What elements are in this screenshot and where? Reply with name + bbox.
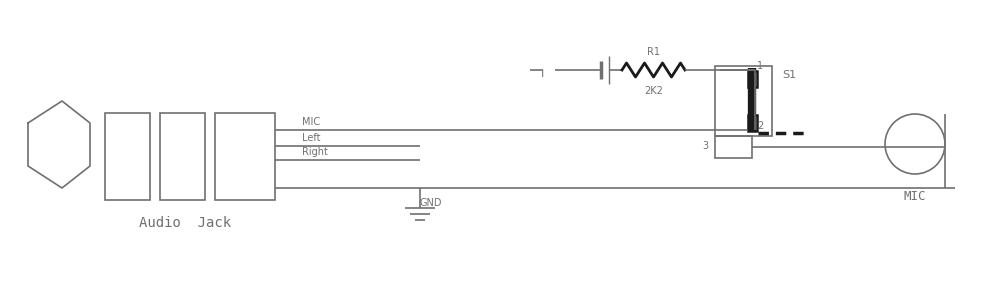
- Text: 1: 1: [757, 61, 763, 71]
- Bar: [748, 115, 757, 131]
- Text: 2: 2: [757, 121, 763, 131]
- Text: R1: R1: [647, 47, 660, 57]
- Bar: [715, 136, 752, 158]
- Bar: [105, 113, 150, 200]
- Text: I: I: [540, 69, 544, 79]
- Text: GND: GND: [420, 198, 442, 208]
- Bar: [748, 71, 757, 87]
- Text: Right: Right: [302, 147, 328, 157]
- Bar: [160, 113, 205, 200]
- Text: MIC: MIC: [904, 190, 926, 203]
- Text: S1: S1: [782, 70, 796, 80]
- Bar: [215, 113, 275, 200]
- Text: 2K2: 2K2: [644, 86, 663, 96]
- Bar: [715, 66, 772, 136]
- Text: Left: Left: [302, 133, 320, 143]
- Text: 3: 3: [702, 141, 708, 151]
- Text: Audio  Jack: Audio Jack: [139, 216, 231, 230]
- Text: MIC: MIC: [302, 117, 320, 127]
